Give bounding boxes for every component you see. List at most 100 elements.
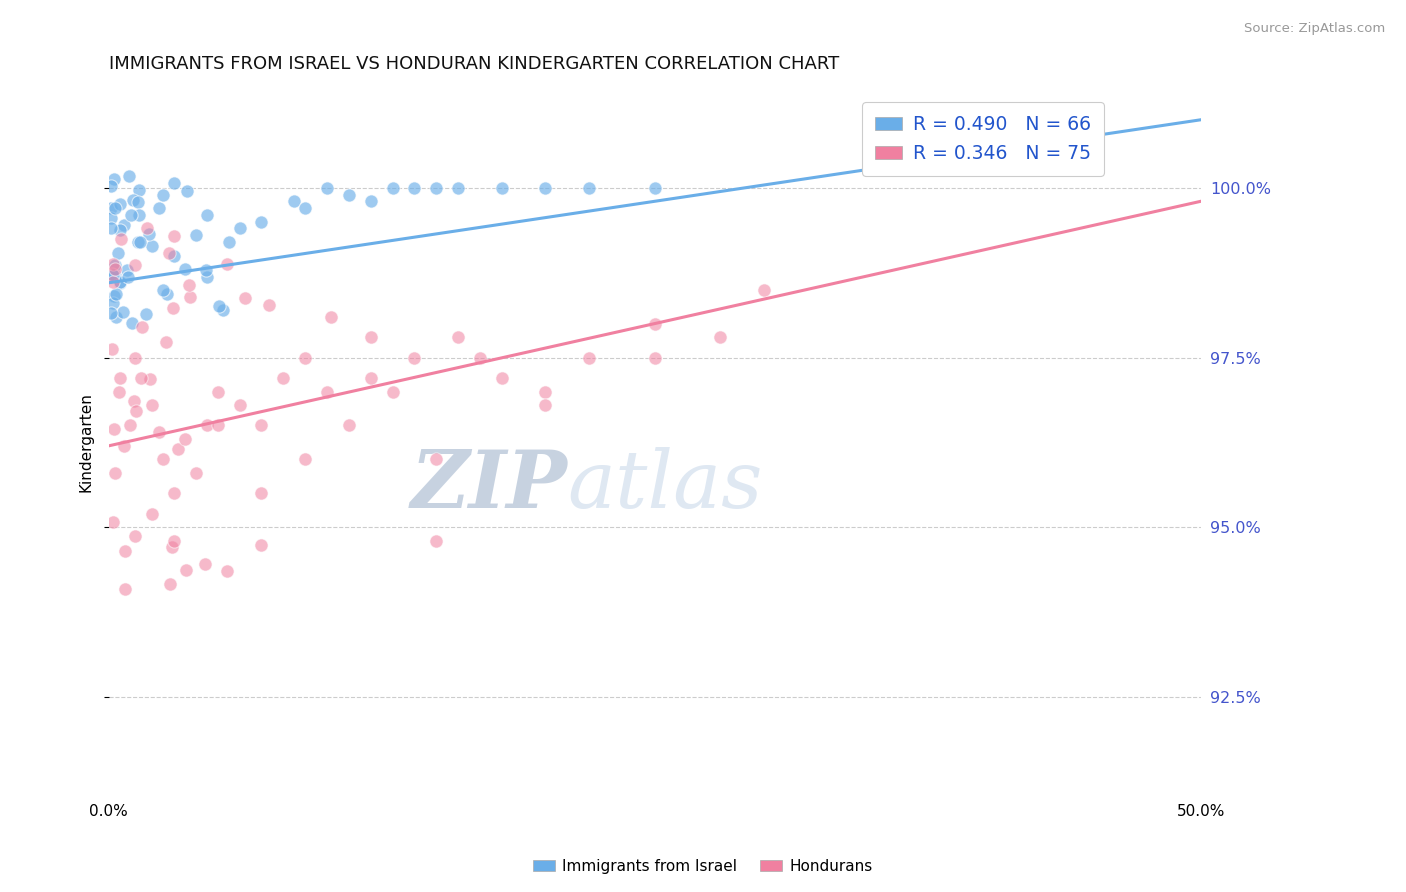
- Point: [360, 330, 382, 344]
- Point: [127, 235, 149, 249]
- Point: [105, 310, 128, 324]
- Point: [425, 180, 447, 194]
- Point: [360, 194, 382, 209]
- Point: [120, 208, 142, 222]
- Point: [179, 290, 201, 304]
- Point: [194, 558, 217, 572]
- Point: [122, 193, 145, 207]
- Point: [184, 228, 207, 243]
- Point: [114, 582, 136, 597]
- Point: [100, 221, 122, 235]
- Point: [294, 201, 316, 215]
- Point: [108, 275, 131, 289]
- Point: [112, 218, 135, 232]
- Point: [207, 384, 229, 399]
- Point: [148, 425, 170, 439]
- Point: [283, 194, 305, 209]
- Point: [578, 180, 600, 194]
- Point: [534, 384, 557, 399]
- Point: [163, 486, 186, 500]
- Point: [212, 303, 235, 318]
- Point: [534, 180, 557, 194]
- Point: [103, 422, 125, 436]
- Point: [184, 466, 207, 480]
- Point: [207, 418, 229, 433]
- Point: [152, 283, 174, 297]
- Point: [122, 393, 145, 408]
- Point: [101, 515, 124, 529]
- Point: [250, 538, 273, 552]
- Point: [294, 452, 316, 467]
- Point: [250, 418, 273, 433]
- Point: [100, 178, 122, 193]
- Point: [104, 259, 127, 273]
- Point: [381, 384, 404, 399]
- Point: [228, 398, 250, 412]
- Point: [127, 194, 149, 209]
- Point: [381, 180, 404, 194]
- Point: [195, 270, 218, 285]
- Point: [131, 371, 153, 385]
- Text: IMMIGRANTS FROM ISRAEL VS HONDURAN KINDERGARTEN CORRELATION CHART: IMMIGRANTS FROM ISRAEL VS HONDURAN KINDE…: [108, 55, 839, 73]
- Point: [644, 317, 666, 331]
- Point: [100, 342, 122, 356]
- Point: [100, 201, 122, 215]
- Point: [752, 283, 775, 297]
- Point: [337, 418, 360, 433]
- Point: [217, 564, 239, 578]
- Point: [124, 404, 146, 418]
- Point: [104, 268, 127, 282]
- Point: [136, 220, 159, 235]
- Point: [124, 351, 146, 365]
- Point: [534, 398, 557, 412]
- Point: [160, 540, 183, 554]
- Point: [195, 418, 218, 433]
- Point: [174, 563, 197, 577]
- Point: [425, 452, 447, 467]
- Point: [163, 533, 186, 548]
- Point: [103, 289, 125, 303]
- Y-axis label: Kindergarten: Kindergarten: [79, 392, 93, 492]
- Point: [257, 298, 280, 312]
- Point: [468, 351, 491, 365]
- Point: [104, 202, 127, 216]
- Point: [159, 577, 181, 591]
- Point: [103, 171, 125, 186]
- Point: [100, 211, 122, 225]
- Point: [135, 307, 157, 321]
- Point: [117, 169, 139, 183]
- Point: [112, 439, 135, 453]
- Point: [163, 249, 186, 263]
- Point: [124, 529, 146, 543]
- Point: [163, 229, 186, 244]
- Point: [128, 235, 150, 250]
- Point: [141, 398, 163, 412]
- Legend: Immigrants from Israel, Hondurans: Immigrants from Israel, Hondurans: [527, 853, 879, 880]
- Point: [141, 507, 163, 521]
- Point: [103, 295, 125, 310]
- Point: [128, 183, 150, 197]
- Point: [101, 267, 124, 281]
- Point: [115, 263, 138, 277]
- Point: [103, 257, 125, 271]
- Point: [174, 262, 197, 277]
- Point: [110, 223, 132, 237]
- Point: [316, 384, 339, 399]
- Point: [112, 305, 135, 319]
- Text: Source: ZipAtlas.com: Source: ZipAtlas.com: [1244, 22, 1385, 36]
- Point: [233, 291, 256, 305]
- Point: [104, 466, 127, 480]
- Point: [114, 544, 136, 558]
- Point: [156, 287, 179, 301]
- Text: ZIP: ZIP: [411, 447, 567, 524]
- Point: [107, 246, 129, 260]
- Point: [141, 239, 163, 253]
- Point: [101, 275, 124, 289]
- Point: [110, 276, 132, 290]
- Point: [104, 262, 127, 277]
- Point: [644, 351, 666, 365]
- Point: [120, 418, 142, 433]
- Point: [176, 184, 198, 198]
- Point: [360, 371, 382, 385]
- Point: [108, 196, 131, 211]
